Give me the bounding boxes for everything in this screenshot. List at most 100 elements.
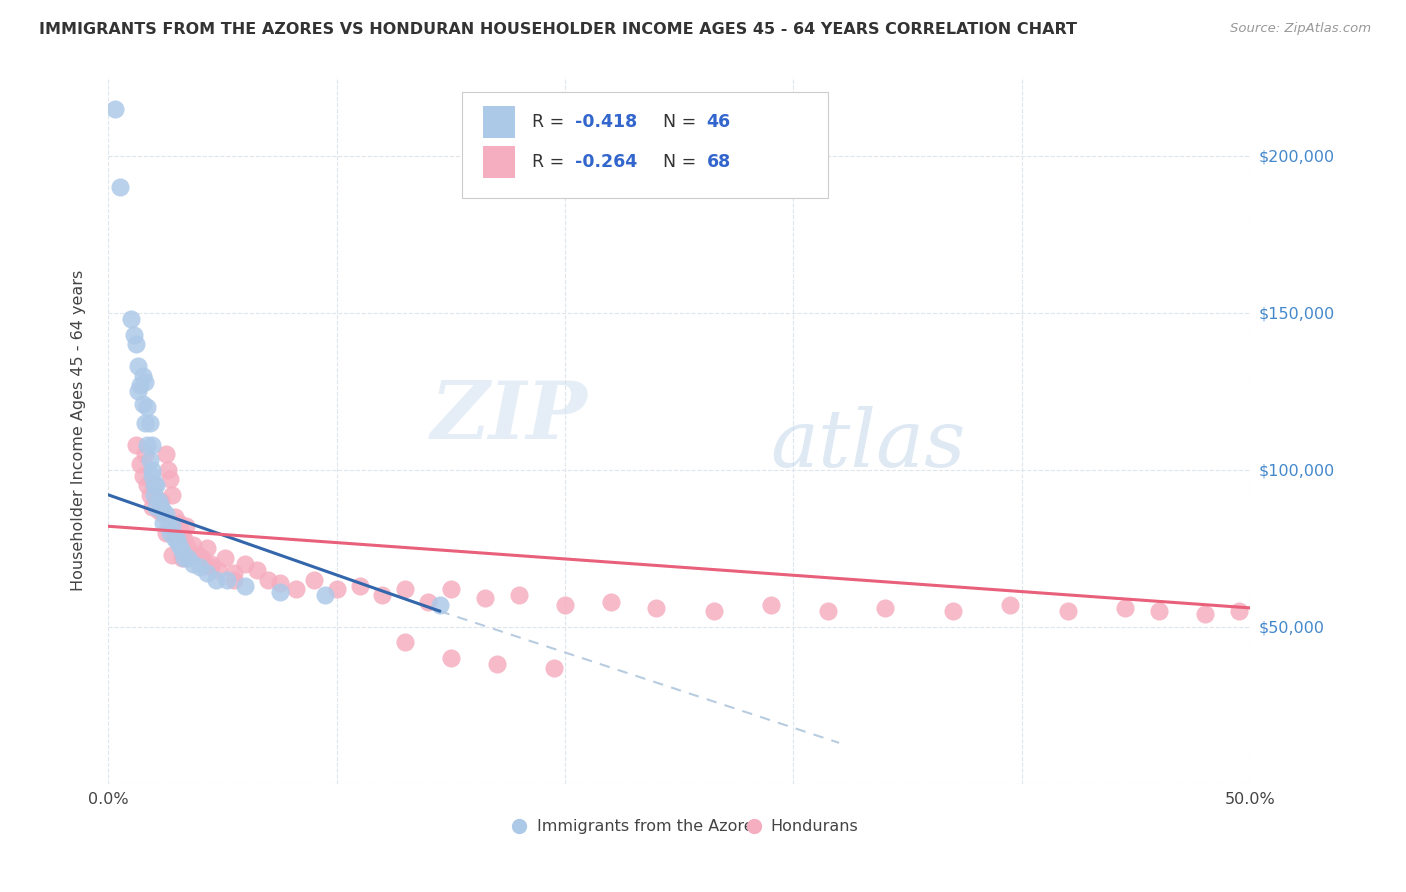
Point: [134, 447, 156, 461]
Point: [156, 463, 179, 477]
Point: [143, 478, 166, 492]
Point: [1194, 607, 1216, 622]
Point: [1388, 777, 1406, 791]
Point: [257, 573, 280, 587]
FancyBboxPatch shape: [482, 106, 515, 138]
Point: [136, 438, 159, 452]
Point: [235, 579, 257, 593]
Point: [148, 503, 170, 517]
FancyBboxPatch shape: [463, 92, 828, 197]
Y-axis label: Householder Income Ages 45 - 64 years: Householder Income Ages 45 - 64 years: [72, 270, 86, 591]
Point: [177, 541, 200, 556]
Point: [440, 651, 463, 665]
Point: [170, 550, 193, 565]
Point: [125, 337, 148, 351]
Point: [200, 560, 222, 574]
Point: [222, 566, 245, 581]
Point: [543, 660, 565, 674]
Point: [155, 525, 177, 540]
Point: [173, 550, 195, 565]
Point: [170, 525, 193, 540]
Text: 46: 46: [707, 113, 731, 131]
Point: [167, 538, 190, 552]
Point: [703, 604, 725, 618]
Text: -0.264: -0.264: [575, 153, 638, 171]
Point: [134, 416, 156, 430]
Point: [129, 457, 152, 471]
Point: [207, 563, 229, 577]
Point: [163, 532, 186, 546]
Point: [195, 541, 218, 556]
Point: [149, 500, 172, 515]
Point: [1000, 598, 1022, 612]
Point: [148, 494, 170, 508]
Point: [284, 582, 307, 596]
Point: [394, 582, 416, 596]
Point: [156, 519, 179, 533]
Text: IMMIGRANTS FROM THE AZORES VS HONDURAN HOUSEHOLDER INCOME AGES 45 - 64 YEARS COR: IMMIGRANTS FROM THE AZORES VS HONDURAN H…: [39, 22, 1077, 37]
Point: [269, 585, 291, 599]
Point: [141, 469, 163, 483]
Point: [167, 516, 190, 531]
Point: [122, 327, 145, 342]
Point: [136, 400, 159, 414]
Text: atlas: atlas: [770, 406, 966, 483]
Point: [246, 563, 269, 577]
Point: [186, 548, 208, 562]
Point: [143, 478, 166, 492]
Point: [149, 494, 172, 508]
Point: [120, 312, 142, 326]
Point: [177, 550, 200, 565]
Point: [145, 500, 167, 515]
Point: [170, 544, 193, 558]
Point: [200, 557, 222, 571]
Point: [920, 777, 942, 791]
Point: [132, 469, 155, 483]
Text: Hondurans: Hondurans: [770, 819, 859, 833]
Point: [163, 509, 186, 524]
Point: [166, 519, 188, 533]
Point: [269, 575, 291, 590]
Point: [314, 588, 336, 602]
Point: [195, 566, 218, 581]
Point: [326, 582, 349, 596]
Point: [141, 438, 163, 452]
Point: [138, 453, 160, 467]
Point: [132, 368, 155, 383]
Text: N =: N =: [664, 113, 702, 131]
Point: [873, 601, 896, 615]
Point: [143, 488, 166, 502]
Point: [222, 573, 245, 587]
Point: [1056, 604, 1078, 618]
Point: [214, 550, 236, 565]
Point: [104, 102, 127, 116]
Point: [217, 573, 239, 587]
Point: [129, 378, 152, 392]
Point: [599, 594, 621, 608]
Point: [429, 598, 451, 612]
Point: [125, 438, 148, 452]
Point: [152, 503, 174, 517]
Point: [1114, 601, 1136, 615]
Text: -0.418: -0.418: [575, 113, 638, 131]
Point: [759, 598, 782, 612]
Point: [302, 573, 325, 587]
Point: [155, 447, 177, 461]
Point: [127, 384, 149, 399]
Text: Immigrants from the Azores: Immigrants from the Azores: [537, 819, 762, 833]
Point: [204, 573, 226, 587]
Text: ZIP: ZIP: [432, 377, 588, 455]
Point: [134, 375, 156, 389]
Point: [159, 472, 181, 486]
Point: [136, 478, 159, 492]
Point: [188, 560, 211, 574]
Point: [485, 657, 508, 672]
Point: [127, 359, 149, 374]
Text: 68: 68: [707, 153, 731, 171]
Text: N =: N =: [664, 153, 702, 171]
Text: Source: ZipAtlas.com: Source: ZipAtlas.com: [1230, 22, 1371, 36]
Point: [155, 507, 177, 521]
Point: [145, 491, 167, 505]
Point: [645, 601, 668, 615]
Point: [141, 463, 163, 477]
